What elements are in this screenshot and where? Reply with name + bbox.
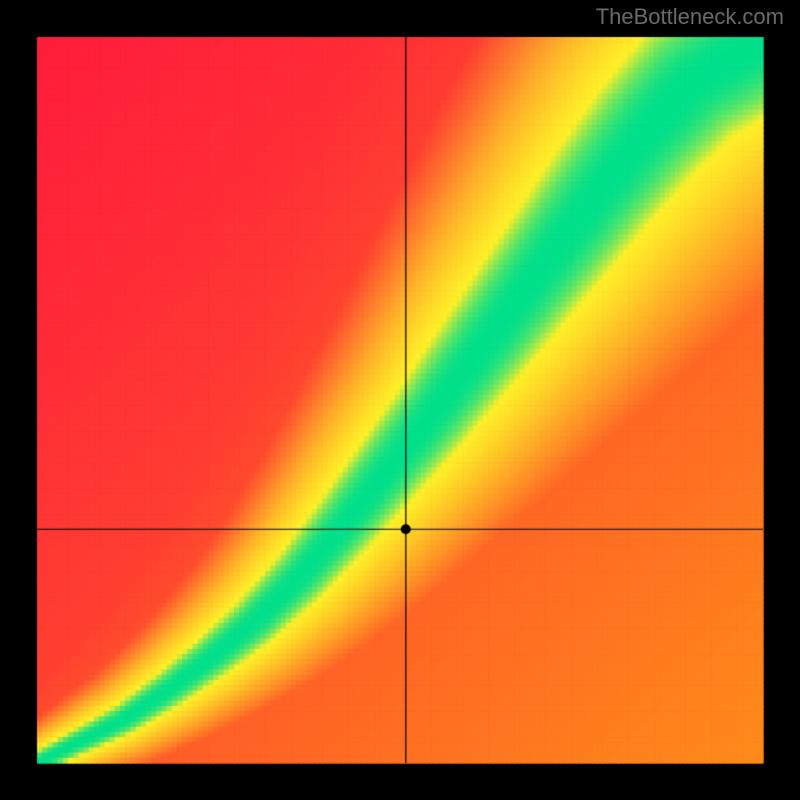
watermark-text: TheBottleneck.com [596, 4, 784, 30]
heatmap-canvas [0, 0, 800, 800]
chart-container: TheBottleneck.com [0, 0, 800, 800]
